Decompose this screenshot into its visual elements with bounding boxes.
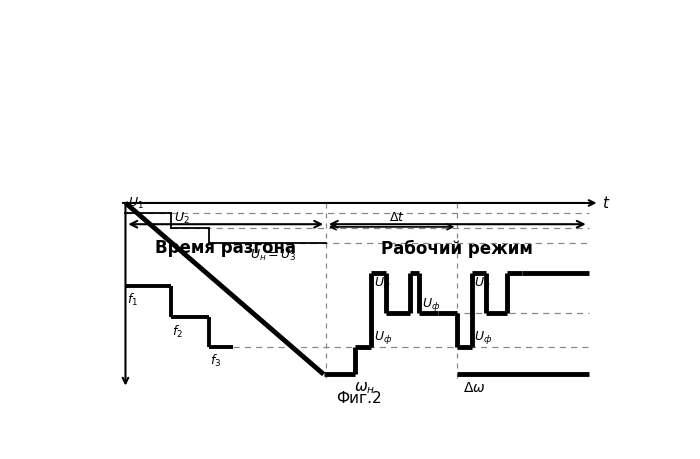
Text: $U_2$: $U_2$ <box>174 210 189 225</box>
Text: $\omega_н$: $\omega_н$ <box>354 380 374 395</box>
Text: Рабочий режим: Рабочий режим <box>382 239 533 257</box>
Text: $U_ф$: $U_ф$ <box>475 328 493 345</box>
Text: $U_ф$: $U_ф$ <box>374 328 392 345</box>
Text: $U_1$: $U_1$ <box>128 196 144 211</box>
Text: $U_н$: $U_н$ <box>475 275 491 290</box>
Text: $f_2$: $f_2$ <box>172 323 183 339</box>
Text: $f_3$: $f_3$ <box>210 352 221 368</box>
Text: t: t <box>602 196 608 211</box>
Text: $U_н$: $U_н$ <box>374 275 391 290</box>
Text: Время разгона: Время разгона <box>155 239 296 257</box>
Text: $\Delta\omega$: $\Delta\omega$ <box>463 380 485 394</box>
Text: $\Delta t$: $\Delta t$ <box>389 210 405 223</box>
Text: $U_ф$: $U_ф$ <box>422 295 440 312</box>
Text: $f_1$: $f_1$ <box>127 291 138 308</box>
Text: Фиг.2: Фиг.2 <box>336 390 382 405</box>
Text: $U_н = U_3$: $U_н = U_3$ <box>250 247 296 263</box>
